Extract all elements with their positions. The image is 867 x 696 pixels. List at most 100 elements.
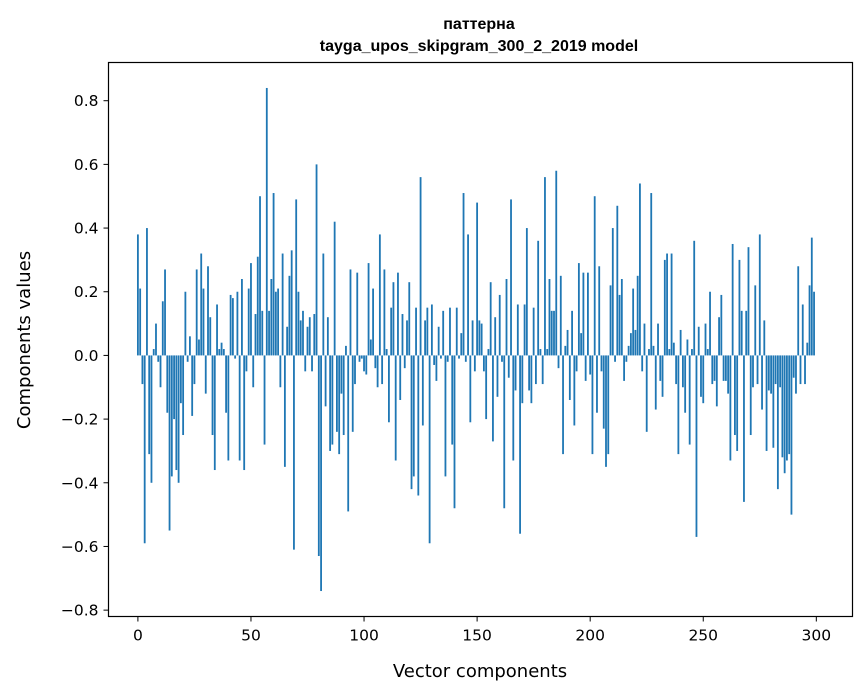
bar-287 [786, 355, 788, 461]
bar-105 [374, 355, 377, 369]
bar-147 [469, 355, 472, 423]
bar-199 [587, 272, 589, 356]
bar-246 [693, 240, 696, 356]
bar-158 [494, 317, 497, 356]
bar-140 [453, 355, 456, 509]
bar-194 [575, 355, 578, 372]
bar-205 [600, 355, 603, 372]
bar-85 [329, 355, 332, 451]
bar-238 [675, 355, 678, 385]
bar-120 [408, 282, 411, 356]
bar-100 [363, 355, 365, 372]
bar-278 [765, 355, 768, 451]
bar-125 [419, 177, 422, 356]
bar-180 [544, 177, 546, 356]
y-tick-label: 0.4 [74, 220, 99, 238]
bar-258 [720, 294, 723, 356]
bar-112 [390, 307, 393, 356]
bar-73 [302, 310, 304, 356]
bar-235 [668, 349, 671, 356]
bar-198 [584, 355, 587, 381]
bar-259 [722, 355, 725, 381]
bar-234 [666, 253, 668, 356]
bar-124 [417, 355, 420, 496]
bar-116 [399, 355, 402, 400]
bar-208 [607, 355, 610, 455]
bar-54 [259, 196, 261, 356]
bar-42 [231, 298, 234, 356]
y-tick-label: 0.6 [74, 156, 99, 174]
bar-209 [609, 285, 612, 356]
bar-152 [480, 323, 483, 356]
bar-20 [182, 355, 185, 436]
bar-49 [247, 288, 250, 356]
bar-71 [297, 291, 300, 356]
bar-118 [403, 355, 406, 369]
bar-131 [433, 355, 436, 365]
bar-243 [686, 339, 689, 356]
bar-86 [331, 355, 334, 445]
bar-18 [177, 355, 180, 483]
bar-79 [315, 164, 318, 356]
bar-52 [254, 314, 257, 356]
bar-239 [677, 355, 680, 455]
bar-241 [681, 355, 684, 388]
plot-area-frame [107, 61, 854, 618]
bar-266 [738, 259, 741, 356]
bar-127 [424, 320, 426, 356]
x-tick-label: 250 [688, 627, 718, 645]
bar-159 [496, 355, 499, 397]
bar-121 [410, 355, 413, 490]
bar-7 [152, 349, 155, 356]
bar-192 [571, 310, 573, 356]
bar-114 [394, 355, 397, 461]
bar-269 [745, 310, 748, 356]
bar-174 [530, 355, 533, 404]
bar-285 [781, 355, 784, 458]
bar-219 [632, 288, 635, 356]
bar-184 [553, 310, 555, 356]
bar-76 [308, 317, 311, 356]
bar-157 [492, 355, 494, 442]
bar-252 [706, 349, 709, 356]
bar-173 [528, 355, 531, 391]
bar-276 [761, 355, 763, 410]
bar-264 [734, 355, 736, 436]
bar-92 [345, 345, 347, 356]
bar-51 [252, 355, 255, 388]
bar-224 [643, 323, 646, 356]
bar-275 [758, 234, 761, 356]
bar-59 [270, 279, 273, 356]
bar-12 [164, 269, 166, 356]
bar-50 [250, 263, 252, 356]
chart-title-line1: паттерна [443, 16, 515, 33]
bar-202 [593, 196, 596, 356]
bar-107 [378, 234, 381, 356]
bar-81 [320, 355, 322, 592]
bar-17 [175, 355, 178, 471]
bar-113 [392, 282, 395, 356]
x-tick-label: 300 [802, 627, 832, 645]
bar-207 [605, 355, 607, 467]
bar-232 [661, 355, 664, 397]
bar-91 [342, 355, 345, 436]
bar-280 [770, 355, 772, 394]
y-axis-label: Components values [14, 251, 35, 429]
x-tick-label: 200 [575, 627, 605, 645]
bar-260 [724, 355, 727, 381]
bar-247 [695, 355, 698, 537]
x-tick-label: 50 [241, 627, 261, 645]
bar-161 [501, 355, 503, 362]
bar-154 [485, 355, 488, 420]
bar-38 [222, 349, 225, 356]
bar-14 [168, 355, 171, 531]
bar-64 [281, 253, 284, 356]
bar-166 [512, 355, 515, 461]
bar-253 [709, 291, 711, 356]
bar-55 [261, 310, 264, 356]
bar-151 [478, 320, 481, 356]
bar-101 [365, 355, 368, 375]
bar-63 [279, 355, 282, 388]
bar-274 [756, 355, 759, 385]
